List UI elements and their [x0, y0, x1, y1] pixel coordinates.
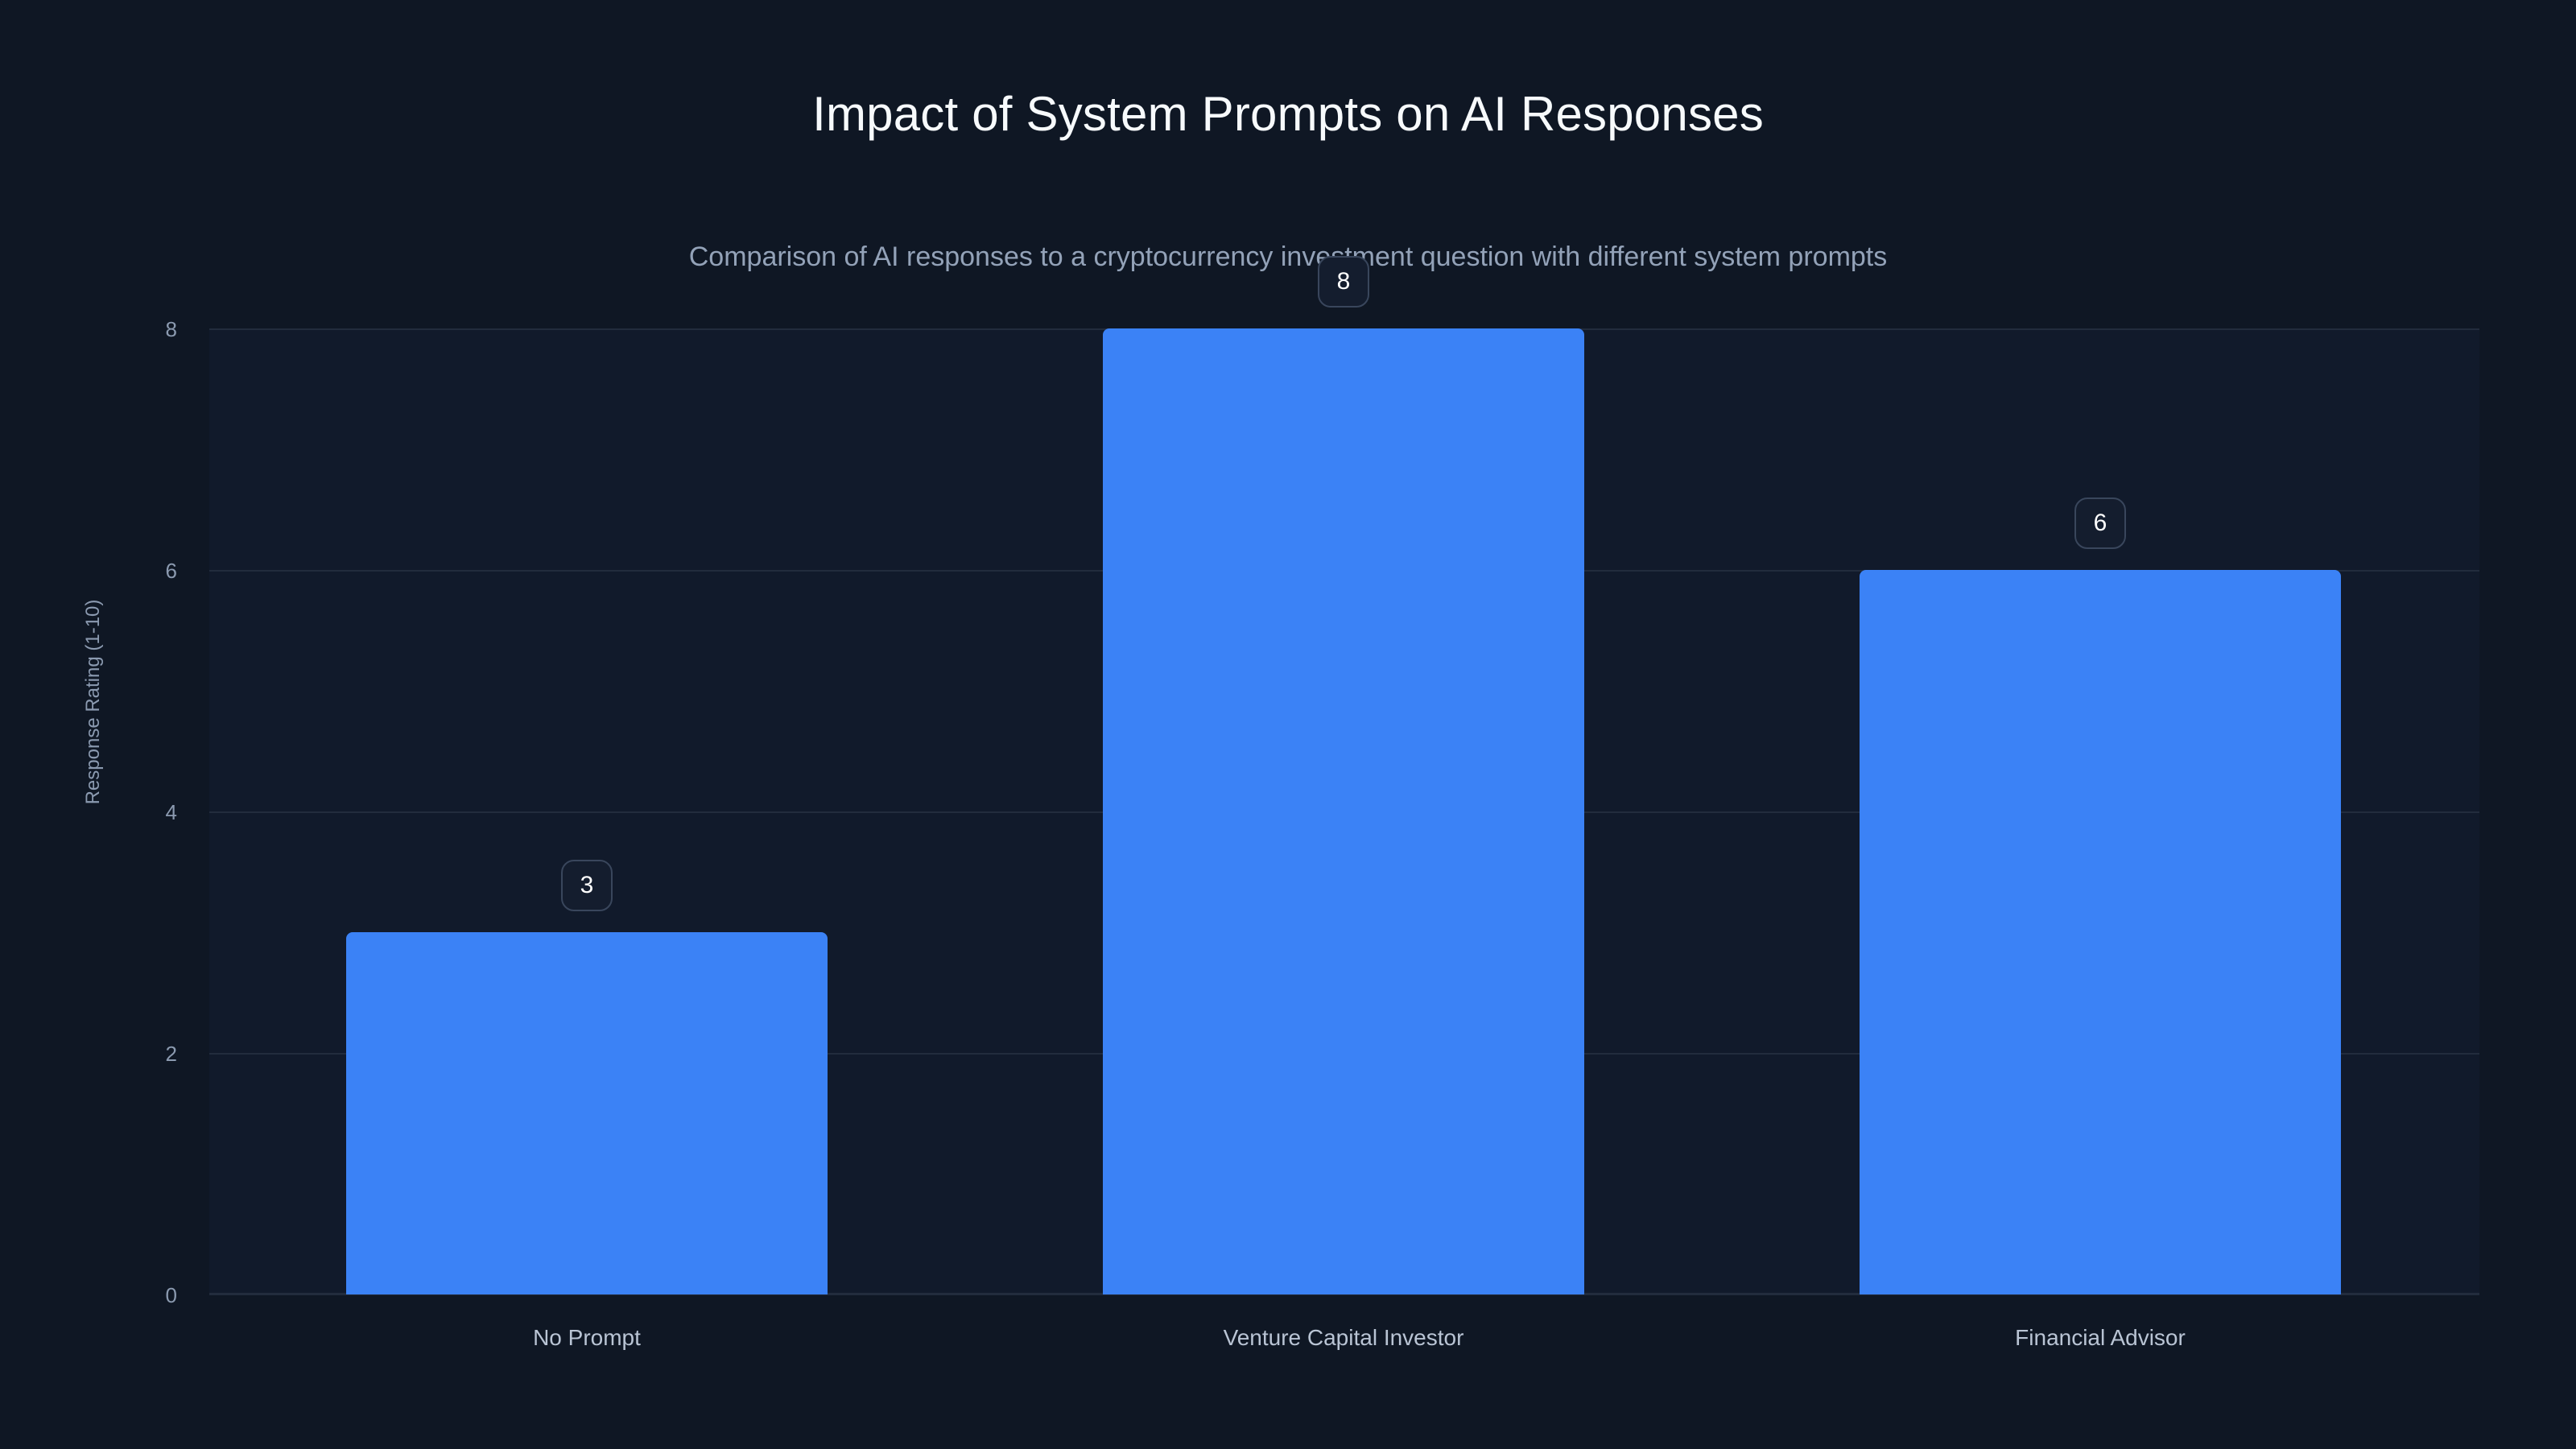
value-badge-no-prompt: 3: [561, 860, 613, 911]
x-tick-label-financial-advisor: Financial Advisor: [2015, 1325, 2186, 1350]
chart-title: Impact of System Prompts on AI Responses: [812, 87, 1764, 141]
y-tick-label-4: 4: [165, 800, 177, 824]
x-tick-label-venture-capital-investor: Venture Capital Investor: [1223, 1325, 1464, 1350]
chart-subtitle: Comparison of AI responses to a cryptocu…: [688, 242, 1888, 272]
y-tick-label-0: 0: [165, 1283, 177, 1307]
y-axis-title: Response Rating (1-10): [82, 599, 104, 805]
value-badge-financial-advisor: 6: [2074, 497, 2126, 549]
y-tick-label-8: 8: [165, 317, 177, 341]
x-tick-label-no-prompt: No Prompt: [533, 1325, 641, 1350]
bar-venture-capital-investor[interactable]: [1103, 328, 1584, 1294]
value-badge-venture-capital-investor: 8: [1318, 256, 1369, 308]
y-tick-label-6: 6: [165, 559, 177, 583]
y-tick-label-2: 2: [165, 1042, 177, 1066]
bar-financial-advisor[interactable]: [1860, 570, 2341, 1294]
bar-no-prompt[interactable]: [346, 932, 828, 1294]
